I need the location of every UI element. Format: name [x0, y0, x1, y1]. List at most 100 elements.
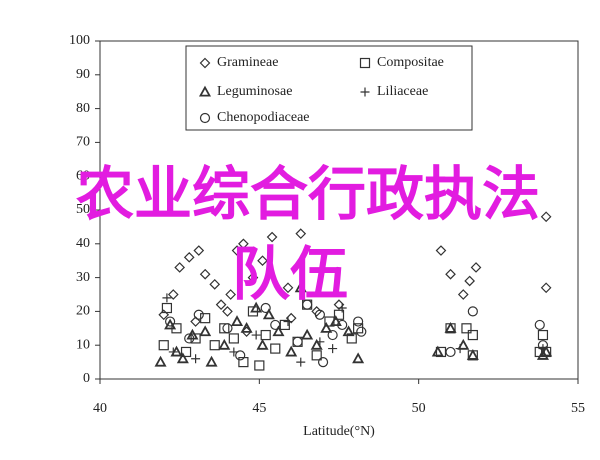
- point: [199, 268, 211, 280]
- y-tick-label: 50: [76, 202, 90, 217]
- point: [193, 245, 205, 256]
- y-tick-label: 80: [76, 101, 90, 116]
- point: [270, 319, 281, 331]
- point: [470, 262, 482, 273]
- point: [250, 301, 263, 313]
- legend-label: Chenopodiaceae: [217, 110, 310, 125]
- point: [337, 303, 347, 313]
- point: [333, 309, 345, 320]
- legend-marker: [199, 57, 211, 69]
- y-tick-label: 20: [76, 304, 90, 319]
- point: [262, 308, 275, 320]
- point: [455, 344, 465, 354]
- point: [329, 315, 342, 327]
- y-tick-label: 100: [69, 33, 90, 48]
- point: [457, 289, 469, 300]
- point: [235, 350, 246, 361]
- point: [356, 326, 367, 337]
- point: [266, 231, 278, 243]
- point: [257, 255, 268, 267]
- point: [445, 268, 456, 280]
- point: [205, 355, 218, 367]
- point: [165, 316, 176, 327]
- y-tick-label: 90: [76, 67, 90, 82]
- overlay-annotation: 农业综合行政执法: [76, 160, 540, 228]
- point: [251, 330, 261, 340]
- point: [161, 302, 173, 314]
- x-tick-label: 40: [93, 401, 107, 416]
- point: [302, 299, 313, 310]
- point: [353, 323, 364, 334]
- point: [260, 302, 271, 314]
- point: [540, 345, 553, 357]
- point: [254, 360, 265, 371]
- point: [183, 251, 195, 263]
- point: [337, 319, 348, 331]
- point: [294, 281, 307, 293]
- legend-box: [185, 45, 473, 131]
- point: [158, 309, 170, 321]
- point: [467, 306, 478, 317]
- point: [209, 340, 220, 351]
- point: [353, 316, 364, 327]
- y-tick-label: 70: [76, 135, 90, 150]
- point: [537, 340, 549, 351]
- point: [283, 317, 293, 327]
- point: [272, 325, 285, 337]
- point: [225, 289, 237, 300]
- point: [215, 299, 227, 310]
- point: [209, 279, 221, 290]
- x-tick-label: 55: [571, 401, 585, 416]
- point: [190, 316, 201, 327]
- point: [168, 347, 178, 357]
- point: [200, 313, 211, 324]
- point: [342, 325, 355, 337]
- point: [327, 329, 338, 341]
- legend-label: Leguminosae: [217, 84, 292, 99]
- point: [445, 346, 456, 358]
- point: [222, 323, 233, 334]
- point: [199, 325, 212, 337]
- point: [295, 228, 307, 240]
- point: [301, 328, 314, 340]
- legend-marker: [359, 57, 371, 69]
- point: [537, 329, 549, 341]
- legend-label: Liliaceae: [377, 84, 428, 99]
- point: [310, 338, 323, 350]
- point: [328, 344, 338, 354]
- point: [260, 329, 271, 341]
- point: [317, 357, 329, 368]
- legend-label: Compositae: [377, 55, 444, 70]
- point: [333, 299, 345, 310]
- point: [238, 238, 249, 250]
- y-tick-label: 10: [76, 337, 90, 352]
- point: [158, 340, 169, 351]
- x-tick-label: 50: [412, 401, 426, 416]
- point: [352, 352, 365, 364]
- y-tick-label: 30: [76, 270, 90, 285]
- legend-marker: [360, 87, 370, 97]
- point: [315, 337, 325, 347]
- point: [184, 333, 195, 344]
- point: [431, 345, 444, 357]
- y-tick-label: 60: [76, 168, 90, 183]
- point: [193, 309, 204, 320]
- point: [534, 319, 545, 331]
- point: [435, 245, 447, 256]
- overlay-annotation: 队伍: [232, 240, 348, 308]
- point: [270, 343, 281, 354]
- point: [230, 315, 244, 327]
- point: [164, 318, 177, 330]
- point: [467, 329, 478, 341]
- y-tick-label: 40: [76, 236, 90, 251]
- point: [238, 357, 249, 368]
- point: [311, 350, 322, 361]
- point: [256, 338, 269, 350]
- legend-marker: [199, 112, 211, 124]
- point: [461, 323, 472, 334]
- legend-marker: [198, 85, 212, 97]
- point: [154, 355, 167, 367]
- point: [296, 357, 306, 367]
- point: [247, 272, 259, 283]
